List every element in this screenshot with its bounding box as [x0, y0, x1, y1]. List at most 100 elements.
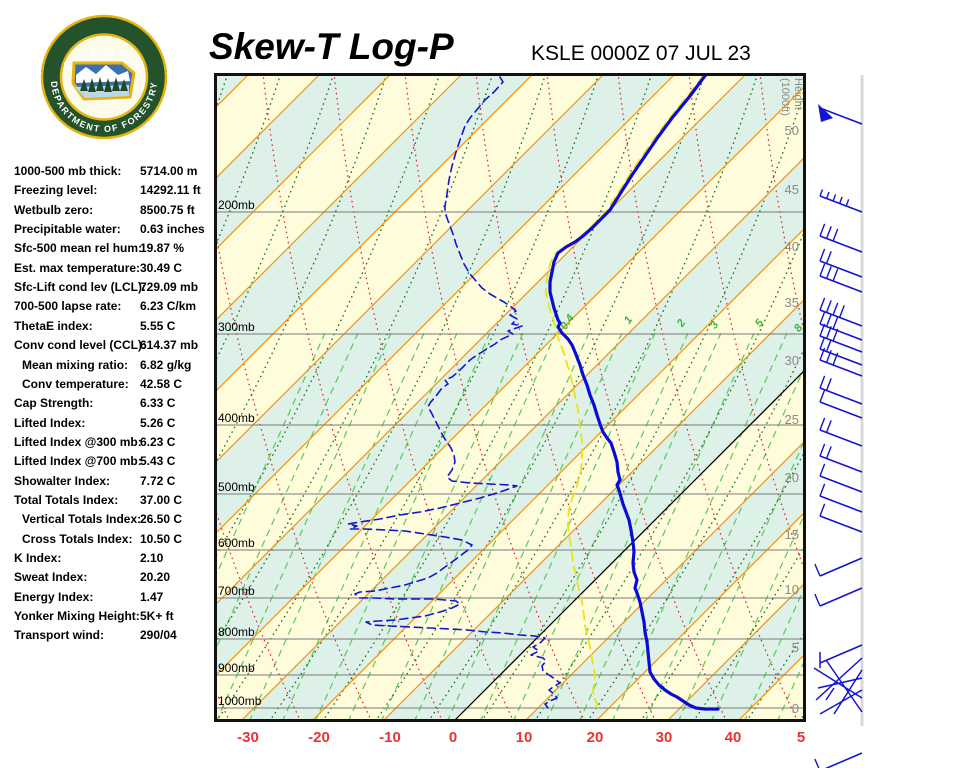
- stat-value: 42.58 C: [140, 376, 183, 391]
- stat-value: 5714.00 m: [140, 164, 198, 178]
- temp-axis-tick-label: 5: [796, 729, 806, 746]
- stat-label: Sweat Index:: [14, 570, 88, 585]
- stat-label: Lifted Index @300 mb:: [14, 434, 142, 449]
- stat-label: 700-500 lapse rate:: [14, 299, 122, 314]
- stat-value: 729.09 mb: [140, 280, 199, 295]
- stat-label: Transport wind:: [14, 628, 104, 643]
- stat-row: Precipitable water: 0.63 inches: [14, 222, 214, 241]
- stat-label: 1000-500 mb thick:: [14, 164, 122, 178]
- height-axis-tick-label: 10: [785, 582, 799, 597]
- pressure-level-label: 700mb: [218, 584, 255, 598]
- temp-axis-tick-label: -30: [237, 729, 259, 746]
- stat-value: 7.72 C: [140, 473, 176, 488]
- stat-row: 1000-500 mb thick: 5714.00 m: [14, 164, 214, 183]
- stat-label: Yonker Mixing Height:: [14, 609, 140, 624]
- stat-row: K Index: 2.10: [14, 551, 214, 570]
- stat-value: 5K+ ft: [140, 609, 174, 624]
- stat-label: ThetaE index:: [14, 318, 93, 333]
- stat-row: Transport wind: 290/04: [14, 628, 214, 647]
- stat-row: Yonker Mixing Height: 5K+ ft: [14, 609, 214, 628]
- height-axis-title: Height(1000ft): [779, 78, 804, 116]
- stat-row: Freezing level: 14292.11 ft: [14, 183, 214, 202]
- height-axis-tick-label: 50: [785, 123, 799, 138]
- stat-value: 6.82 g/kg: [140, 357, 192, 372]
- stat-label: Cross Totals Index:: [22, 531, 133, 546]
- logo-state-emblem: [71, 61, 136, 101]
- stat-label: Conv cond level (CCL):: [14, 338, 147, 353]
- stat-label: Sfc-500 mean rel hum:: [14, 241, 143, 256]
- pressure-level-label: 1000mb: [218, 694, 262, 708]
- stat-label: Energy Index:: [14, 589, 94, 604]
- stat-label: Vertical Totals Index:: [22, 512, 142, 527]
- temp-axis-tick-label: 0: [448, 729, 458, 746]
- height-axis-tick-label: 30: [785, 353, 799, 368]
- pressure-level-label: 500mb: [218, 480, 255, 494]
- stat-value: 19.87 %: [140, 241, 185, 256]
- stat-value: 10.50 C: [140, 531, 183, 546]
- stat-value: 30.49 C: [140, 260, 183, 275]
- stat-row: Sfc-500 mean rel hum: 19.87 %: [14, 241, 214, 260]
- stat-value: 0.63 inches: [140, 222, 205, 237]
- stat-value: 5.55 C: [140, 318, 176, 333]
- stat-row: Showalter Index: 7.72 C: [14, 474, 214, 493]
- height-axis-tick-label: 5: [792, 640, 799, 655]
- height-axis-tick-label: 35: [785, 295, 799, 310]
- pressure-level-label: 600mb: [218, 536, 255, 550]
- stat-row: Energy Index: 1.47: [14, 590, 214, 609]
- stat-label: Showalter Index:: [14, 473, 111, 488]
- stat-label: Total Totals Index:: [14, 492, 119, 507]
- temp-axis-tick-label: 30: [655, 729, 673, 746]
- stat-label: Est. max temperature:: [14, 260, 141, 275]
- stat-label: Lifted Index @700 mb:: [14, 454, 142, 469]
- stat-row: Cap Strength: 6.33 C: [14, 396, 214, 415]
- stat-label: K Index:: [14, 551, 62, 565]
- stat-row: Total Totals Index: 37.00 C: [14, 493, 214, 512]
- height-axis-tick-label: 40: [785, 239, 799, 254]
- stat-value: 5.26 C: [140, 415, 176, 430]
- stat-row: Vertical Totals Index: 26.50 C: [14, 512, 214, 531]
- mixing-ratio-label: 1: [622, 314, 635, 326]
- stat-row: Conv cond level (CCL): 614.37 mb: [14, 338, 214, 357]
- height-axis-tick-label: 25: [785, 412, 799, 427]
- stat-row: Lifted Index: 5.26 C: [14, 416, 214, 435]
- odf-logo: OREGON DEPARTMENT OF FORESTRY: [40, 14, 168, 140]
- stat-value: 5.43 C: [140, 454, 176, 469]
- stat-row: Lifted Index @700 mb: 5.43 C: [14, 454, 214, 473]
- stat-value: 20.20: [140, 570, 171, 585]
- stat-row: ThetaE index: 5.55 C: [14, 319, 214, 338]
- stat-row: Conv temperature: 42.58 C: [14, 377, 214, 396]
- stat-value: 26.50 C: [140, 512, 183, 527]
- stat-row: Est. max temperature: 30.49 C: [14, 261, 214, 280]
- temp-axis-tick-label: 20: [586, 729, 604, 746]
- pressure-level-label: 300mb: [218, 320, 255, 334]
- stat-value: 1.47: [140, 589, 164, 604]
- height-axis-tick-label: 45: [785, 182, 799, 197]
- stat-value: 6.23 C/km: [140, 299, 197, 314]
- stat-value: 6.23 C: [140, 434, 176, 449]
- skewt-chart: 0.4 1 2 3 5 8200mb300mb400mb500mb600mb700mb80…: [214, 73, 806, 722]
- stat-label: Sfc-Lift cond lev (LCL):: [14, 280, 146, 295]
- stat-row: Sweat Index: 20.20: [14, 570, 214, 589]
- stat-value: 37.00 C: [140, 492, 183, 507]
- stat-label: Wetbulb zero:: [14, 202, 94, 217]
- stat-value: 290/04: [140, 628, 177, 643]
- temp-axis-tick-label: -20: [308, 729, 330, 746]
- station-time-label: KSLE 0000Z 07 JUL 23: [531, 42, 751, 65]
- temp-axis-tick-label: 40: [724, 729, 742, 746]
- stat-row: Lifted Index @300 mb: 6.23 C: [14, 435, 214, 454]
- temp-axis-tick-label: 10: [515, 729, 533, 746]
- stat-row: Mean mixing ratio: 6.82 g/kg: [14, 358, 214, 377]
- stat-value: 8500.75 ft: [140, 202, 195, 217]
- page-title: Skew-T Log-P: [209, 26, 454, 67]
- stat-value: 614.37 mb: [140, 338, 199, 353]
- stat-row: Sfc-Lift cond lev (LCL): 729.09 mb: [14, 280, 214, 299]
- height-axis-tick-label: 15: [785, 527, 799, 542]
- temperature-axis: -30 -20 -10 0 10 20 30 40 5: [0, 729, 960, 753]
- temp-axis-tick-label: -10: [379, 729, 401, 746]
- stat-label: Conv temperature:: [22, 376, 129, 391]
- pressure-level-label: 400mb: [218, 411, 255, 425]
- pressure-level-label: 800mb: [218, 625, 255, 639]
- stat-label: Cap Strength:: [14, 396, 94, 411]
- wind-barb-column: [813, 75, 864, 768]
